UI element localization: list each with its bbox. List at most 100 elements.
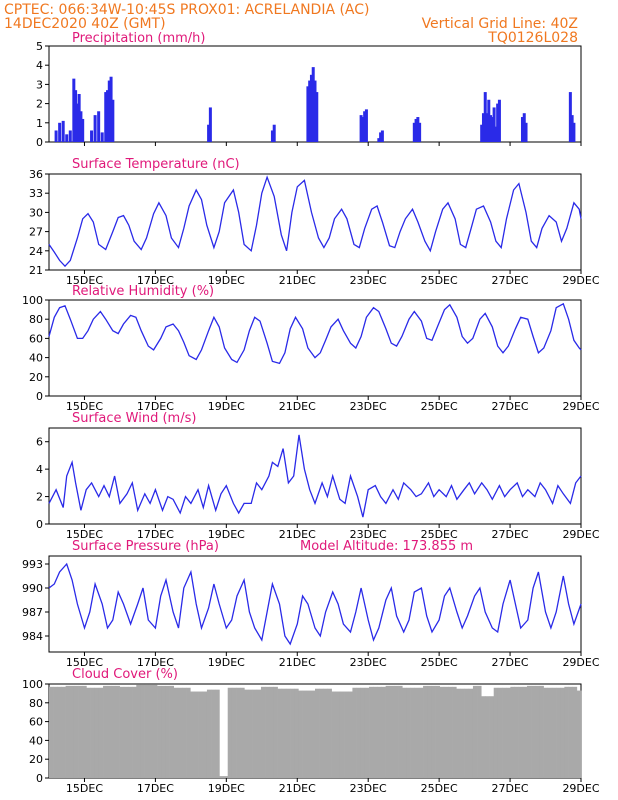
x-tick-label: 17DEC	[137, 782, 174, 795]
header-line1: CPTEC: 066:34W-10:45S PROX01: ACRELANDIA…	[4, 2, 370, 18]
precip-bar	[379, 132, 383, 142]
cloud-bar	[431, 685, 436, 778]
cloud-bar	[65, 685, 71, 778]
precip-bar	[208, 107, 212, 142]
cloud-bar	[310, 690, 316, 778]
cloud-bar	[564, 686, 569, 778]
precip-bar	[77, 94, 81, 142]
cloud-bar	[136, 684, 141, 778]
x-tick-label: 15DEC	[66, 400, 103, 413]
x-tick-label: 21DEC	[279, 528, 316, 541]
y-tick-label: 984	[22, 630, 43, 643]
cloud-bar	[148, 684, 154, 778]
x-tick-label: 21DEC	[279, 782, 316, 795]
cloud-bar	[294, 688, 299, 778]
cloud-bar	[236, 687, 241, 778]
x-tick-label: 25DEC	[421, 528, 458, 541]
cloud-bar	[273, 686, 278, 778]
cloud-bar	[219, 776, 224, 778]
header-run-id: TQ0126L028	[487, 30, 578, 46]
cloud-bar	[398, 685, 403, 778]
cloud-bar	[177, 687, 183, 778]
x-tick-label: 19DEC	[208, 782, 245, 795]
y-tick-label: 30	[29, 206, 43, 219]
precip-bar	[380, 130, 384, 142]
cloud-bar	[423, 685, 428, 778]
precip-bar	[65, 134, 69, 142]
x-tick-label: 27DEC	[492, 656, 529, 669]
x-tick-label: 21DEC	[279, 274, 316, 287]
cloud-bar	[269, 686, 274, 778]
cloud-bar	[206, 689, 212, 778]
cloud-bar	[306, 690, 312, 778]
cloud-bar	[393, 685, 399, 778]
cloud-bar	[144, 684, 150, 778]
precip-bar	[75, 103, 79, 142]
precip-bar	[308, 80, 312, 142]
cloud-bar	[53, 686, 58, 778]
cloud-bar	[377, 686, 382, 778]
cloud-bar	[157, 685, 162, 778]
x-tick-label: 15DEC	[66, 528, 103, 541]
x-tick-label: 25DEC	[421, 400, 458, 413]
precip-bar	[412, 122, 416, 142]
cloud-bar	[94, 687, 100, 778]
cloud-bar	[352, 687, 357, 778]
cloud-title: Cloud Cover (%)	[72, 667, 178, 682]
cloud-bar	[410, 687, 416, 778]
cloud-bar	[531, 685, 536, 778]
cloud-bar	[140, 684, 145, 778]
precip-bar	[494, 126, 498, 142]
x-tick-label: 29DEC	[562, 528, 599, 541]
x-tick-label: 23DEC	[350, 528, 387, 541]
x-tick-label: 23DEC	[350, 274, 387, 287]
cloud-bar	[194, 691, 199, 778]
y-tick-label: 60	[29, 332, 43, 345]
precip-bar	[418, 122, 422, 142]
cloud-bar	[231, 687, 237, 778]
precip-bar	[480, 124, 484, 142]
cloud-bar	[165, 685, 170, 778]
cloud-bar	[344, 691, 349, 778]
cloud-bar	[115, 685, 120, 778]
y-tick-label: 80	[29, 697, 43, 710]
cloud-bar	[543, 687, 549, 778]
precip-bar	[487, 99, 491, 142]
y-tick-label: 4	[36, 463, 43, 476]
panel-frame	[48, 299, 582, 397]
x-tick-label: 29DEC	[562, 656, 599, 669]
precip-bar	[481, 113, 485, 142]
precip-bar	[79, 111, 83, 142]
series-line	[48, 302, 582, 365]
cloud-bar	[61, 686, 66, 778]
cloud-bar	[198, 691, 204, 778]
pressure-altitude: Model Altitude: 173.855 m	[300, 539, 473, 554]
cloud-bar	[364, 687, 370, 778]
y-tick-label: 0	[36, 136, 43, 149]
cloud-bar	[489, 696, 495, 778]
series-line	[48, 175, 582, 268]
precip-bar	[377, 138, 381, 142]
cloud-bar	[493, 687, 499, 778]
precip-bar	[100, 132, 104, 142]
cloud-bar	[535, 685, 540, 778]
cloud-bar	[506, 687, 511, 778]
precip-bar	[364, 109, 368, 142]
cloud-bar	[190, 691, 195, 778]
y-tick-label: 987	[22, 606, 43, 619]
cloud-bar	[356, 687, 362, 778]
cloud-bar	[381, 686, 386, 778]
cloud-bar	[551, 687, 557, 778]
panel-5: 0 20 40 60 80 100 15DEC 17DEC 19DEC 21DEC 23DEC 25D…	[22, 678, 600, 795]
precip-title: Precipitation (mm/h)	[72, 31, 205, 46]
cloud-bar	[481, 696, 486, 778]
x-tick-label: 17DEC	[137, 528, 174, 541]
cloud-bar	[285, 688, 291, 778]
precip-bar	[90, 130, 94, 142]
panel-2: 0 20 40 60 80 100 15DEC 17DEC 19DEC 21DEC 23DEC 25D…	[22, 294, 600, 413]
x-tick-label: 25DEC	[421, 782, 458, 795]
y-tick-label: 100	[22, 678, 43, 691]
x-tick-label: 29DEC	[562, 782, 599, 795]
precip-bar	[315, 92, 319, 142]
cloud-bar	[514, 686, 519, 778]
